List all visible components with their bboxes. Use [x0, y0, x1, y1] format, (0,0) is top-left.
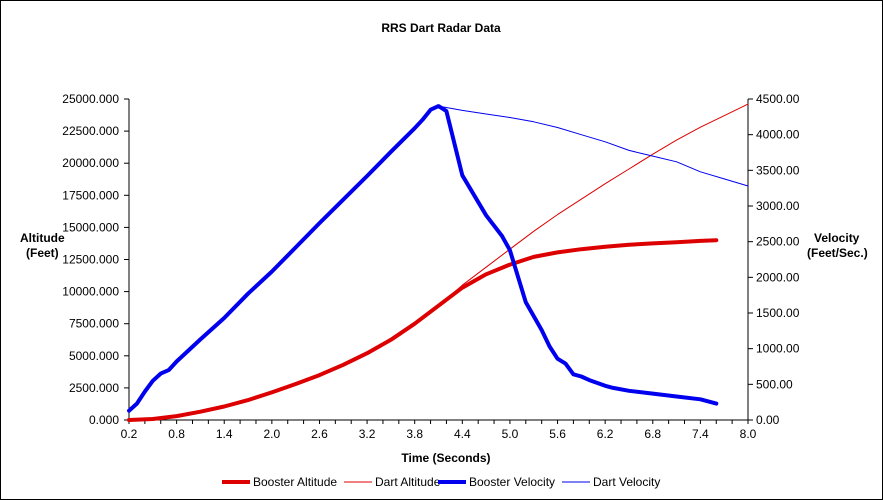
- y-left-tick-label: 17500.000: [62, 188, 119, 202]
- y-right-tick-label: 3500.00: [756, 163, 800, 177]
- y-left-tick-label: 7500.000: [69, 317, 119, 331]
- legend-label-dart-velocity: Dart Velocity: [593, 475, 660, 489]
- y-right-tick-label: 4000.00: [756, 128, 800, 142]
- legend: Booster Altitude Dart Altitude Booster Vel…: [222, 475, 660, 489]
- x-tick-label: 0.2: [121, 427, 138, 441]
- x-tick-label: 5.6: [549, 427, 566, 441]
- y-right-tick-label: 2000.00: [756, 270, 800, 284]
- y-right-tick-label: 2500.00: [756, 235, 800, 249]
- y-left-tick-label: 12500.000: [62, 253, 119, 267]
- x-tick-label: 1.4: [216, 427, 233, 441]
- x-tick-label: 2.0: [264, 427, 281, 441]
- y-left-tick-label: 0.000: [89, 413, 119, 427]
- x-tick-label: 6.2: [597, 427, 614, 441]
- y-left-tick-label: 25000.000: [62, 92, 119, 106]
- x-tick-label: 2.6: [311, 427, 328, 441]
- y-left-tick-label: 10000.000: [62, 285, 119, 299]
- x-tick-label: 7.4: [692, 427, 709, 441]
- y-left-label-line1: Altitude: [20, 231, 65, 245]
- y-left-label-line2: (Feet): [26, 246, 59, 260]
- y-left-tick-label: 5000.000: [69, 349, 119, 363]
- axes-group: 0.000 2500.000 5000.000 7500.000 10000.000 12…: [62, 92, 799, 441]
- series-line-dart-velocity: [438, 105, 749, 187]
- y-left-tick-label: 2500.000: [69, 381, 119, 395]
- x-tick-label: 5.0: [502, 427, 519, 441]
- chart-title: RRS Dart Radar Data: [381, 21, 501, 35]
- y-right-tick-label: 500.00: [756, 377, 793, 391]
- y-right-label-line1: Velocity: [814, 231, 860, 245]
- y-right-tick-label: 4500.00: [756, 92, 800, 106]
- y-right-tick-label: 3000.00: [756, 199, 800, 213]
- y-left-tick-label: 22500.000: [62, 124, 119, 138]
- x-tick-label: 6.8: [644, 427, 661, 441]
- x-tick-label: 8.0: [740, 427, 757, 441]
- y-left-tick-label: 20000.000: [62, 156, 119, 170]
- y-right-tick-label: 0.00: [756, 413, 780, 427]
- series-line-booster-altitude: [127, 238, 719, 422]
- legend-label-booster-velocity: Booster Velocity: [469, 475, 555, 489]
- x-tick-label: 3.2: [359, 427, 376, 441]
- y-right-tick-label: 1500.00: [756, 306, 800, 320]
- series-line-dart-altitude: [438, 103, 749, 307]
- x-axis-label: Time (Seconds): [401, 451, 490, 465]
- x-tick-label: 3.8: [406, 427, 423, 441]
- y-right-label-line2: (Feet/Sec.): [807, 246, 868, 260]
- x-tick-label: 0.8: [168, 427, 185, 441]
- x-tick-label: 4.4: [454, 427, 471, 441]
- y-right-tick-label: 1000.00: [756, 342, 800, 356]
- legend-label-dart-altitude: Dart Altitude: [375, 475, 441, 489]
- y-left-tick-label: 15000.000: [62, 220, 119, 234]
- series-line-booster-velocity: [127, 104, 719, 413]
- series-layer: [127, 103, 749, 422]
- legend-label-booster-altitude: Booster Altitude: [253, 475, 337, 489]
